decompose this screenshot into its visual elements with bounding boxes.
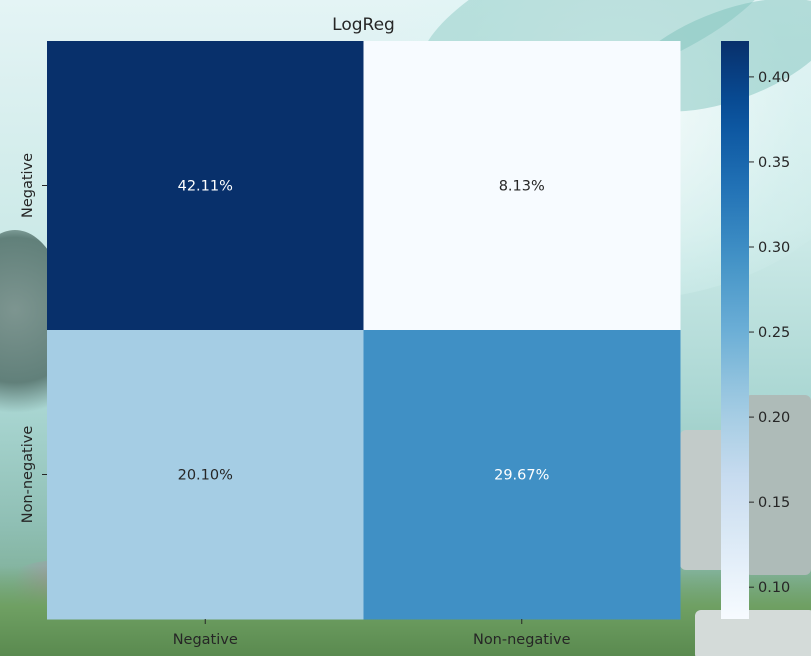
colorbar-tick-label: 0.40 (758, 70, 790, 86)
heatmap-cell (47, 41, 364, 331)
y-tick-label: Negative (20, 153, 36, 218)
heatmap-cell (363, 330, 681, 620)
heatmap-cells: 42.11% 8.13% 20.10% 29.67% (47, 41, 681, 620)
background-rock (695, 610, 811, 656)
heatmap-cell (363, 41, 681, 331)
colorbar-scale (721, 41, 749, 619)
colorbar: 0.10 0.15 0.20 0.25 0.30 0.35 0.40 (721, 41, 790, 619)
heatmap-cell (47, 330, 364, 620)
colorbar-tick-label: 0.35 (758, 155, 790, 171)
colorbar-tick-label: 0.10 (758, 580, 790, 596)
chart-title: LogReg (332, 15, 395, 35)
cell-annotation: 8.13% (499, 179, 545, 195)
x-axis: Negative Non-negative (173, 619, 571, 648)
cell-annotation: 29.67% (494, 468, 549, 484)
cell-annotation: 42.11% (178, 179, 233, 195)
colorbar-tick-label: 0.25 (758, 325, 790, 341)
colorbar-tick-label: 0.20 (758, 410, 790, 426)
x-tick-label: Non-negative (473, 632, 571, 648)
colorbar-tick-label: 0.30 (758, 240, 790, 256)
background-rock (745, 395, 811, 575)
y-axis: Negative Non-negative (20, 153, 47, 523)
cell-annotation: 20.10% (178, 468, 233, 484)
colorbar-tick-label: 0.15 (758, 495, 790, 511)
y-tick-label: Non-negative (20, 426, 36, 524)
x-tick-label: Negative (173, 632, 238, 648)
